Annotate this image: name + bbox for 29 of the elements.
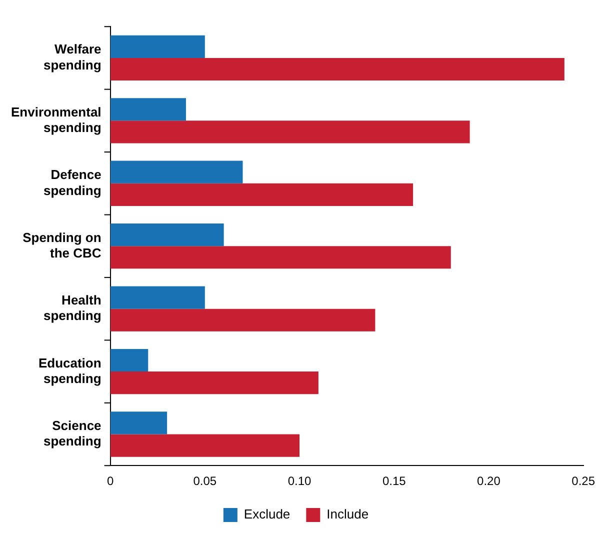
x-tick-label: 0.20	[477, 474, 501, 488]
x-tick-label: 0.10	[288, 474, 312, 488]
bar	[110, 160, 243, 184]
y-tick-label: Defence spending	[44, 167, 102, 198]
x-tick-label: 0.25	[572, 474, 596, 488]
bar	[110, 348, 148, 372]
bar	[110, 372, 318, 394]
legend-label: Exclude	[244, 506, 290, 522]
bar	[110, 434, 300, 457]
bar	[110, 120, 470, 144]
y-tick-label: Spending on the CBC	[22, 230, 102, 260]
x-tick-label: 0.15	[382, 474, 406, 488]
bar	[110, 412, 168, 434]
bar	[110, 286, 205, 309]
y-tick-label: Education spending	[38, 355, 102, 386]
bar	[110, 224, 224, 246]
bar	[110, 58, 564, 81]
x-tick-label: 0	[106, 474, 114, 488]
y-tick-label: Welfare spending	[44, 42, 102, 72]
bar	[110, 183, 414, 206]
y-tick-label: Health spending	[44, 292, 102, 324]
x-tick-label: 0.05	[193, 474, 217, 488]
y-tick-label: Science spending	[44, 418, 102, 449]
bar	[110, 98, 186, 121]
bar	[110, 35, 205, 58]
bar	[110, 308, 376, 332]
legend-label: Include	[326, 506, 369, 522]
y-tick-label: Environmental spending	[11, 104, 102, 136]
bar	[110, 246, 451, 269]
